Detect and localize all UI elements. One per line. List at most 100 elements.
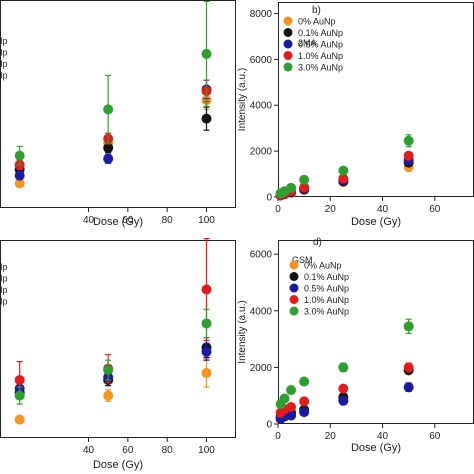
data-point xyxy=(286,385,297,396)
x-tick-label: 60 xyxy=(429,431,441,442)
x-axis-label: Dose (Gy) xyxy=(93,216,143,228)
data-point xyxy=(299,407,310,418)
legend-label: Np xyxy=(0,297,8,307)
data-point xyxy=(403,362,414,373)
data-point xyxy=(299,396,310,407)
data-point xyxy=(201,318,212,329)
data-point xyxy=(201,48,212,59)
x-tick-label: 0 xyxy=(275,431,281,442)
legend-label: Np xyxy=(0,59,8,69)
x-axis-label: Dose (Gy) xyxy=(351,442,401,454)
data-point xyxy=(103,142,114,153)
legend-label: o xyxy=(0,25,1,35)
x-axis-label: Dose (Gy) xyxy=(93,459,143,471)
data-point xyxy=(14,390,25,401)
data-point xyxy=(14,414,25,425)
legend-marker xyxy=(283,39,293,49)
data-point xyxy=(338,173,349,184)
data-point xyxy=(286,182,297,193)
legend-label: 3.0% AuNp xyxy=(304,307,349,317)
group-label: GSM xyxy=(292,255,313,265)
x-tick-label: 60 xyxy=(122,445,134,456)
panel-label: d) xyxy=(313,237,322,248)
y-tick-label: 8000 xyxy=(250,9,273,20)
x-tick-label: 40 xyxy=(377,204,389,215)
y-axis-label: Intensity (a.u.) xyxy=(237,300,248,363)
data-point xyxy=(103,365,114,376)
y-tick-label: 6000 xyxy=(250,250,273,261)
legend-label: Np xyxy=(0,262,8,272)
legend-marker xyxy=(289,306,299,316)
legend-label: Np xyxy=(0,36,8,46)
x-tick-label: 60 xyxy=(429,204,441,215)
legend-marker xyxy=(283,16,293,26)
y-tick-label: 4000 xyxy=(250,306,273,317)
data-point xyxy=(103,104,114,115)
data-point xyxy=(299,182,310,193)
plot-frame xyxy=(0,0,236,208)
x-tick-label: 80 xyxy=(162,445,174,456)
data-point xyxy=(338,362,349,373)
plot-frame xyxy=(0,240,236,438)
data-point xyxy=(403,321,414,332)
data-point xyxy=(103,390,114,401)
data-point xyxy=(403,135,414,146)
y-axis-label: Intensity (a.u.) xyxy=(237,68,248,131)
legend-label: Np xyxy=(0,71,8,81)
x-tick-label: 20 xyxy=(325,204,337,215)
y-tick-label: 2000 xyxy=(250,147,273,158)
data-point xyxy=(201,284,212,295)
data-point xyxy=(14,375,25,386)
group-label: 2MA xyxy=(298,38,317,48)
legend-label: o xyxy=(0,251,1,261)
legend-marker xyxy=(283,62,293,72)
legend-label: 0.1% AuNp xyxy=(304,272,349,282)
y-tick-label: 0 xyxy=(266,420,272,431)
data-point xyxy=(201,346,212,357)
data-point xyxy=(14,178,25,189)
legend-label: 0.5% AuNp xyxy=(298,40,343,50)
x-axis-label: Dose (Gy) xyxy=(351,216,401,228)
legend-label: 0% AuNp xyxy=(298,17,336,27)
legend-label: Np xyxy=(0,285,8,295)
panel-label: b) xyxy=(312,5,321,16)
legend-label: Np xyxy=(0,48,8,58)
legend-label: 0.1% AuNp xyxy=(298,28,343,38)
legend-label: 1.0% AuNp xyxy=(304,295,349,305)
panel-d: 0 20 40 60 Dose (Gy) 0 2000 4000 6000 Intensity (… xyxy=(237,237,474,454)
x-tick-label: 80 xyxy=(162,215,174,226)
data-point xyxy=(286,402,297,413)
x-tick-label: 0 xyxy=(275,204,281,215)
data-point xyxy=(201,113,212,124)
x-tick-label: 40 xyxy=(377,431,389,442)
data-point xyxy=(286,410,297,421)
data-point xyxy=(403,150,414,161)
data-point xyxy=(201,367,212,378)
x-tick-label: 40 xyxy=(83,215,95,226)
data-point xyxy=(14,150,25,161)
x-tick-label: 40 xyxy=(83,445,95,456)
legend-label: 0% AuNp xyxy=(304,261,342,271)
data-point xyxy=(338,383,349,394)
data-point xyxy=(338,165,349,176)
y-tick-label: 4000 xyxy=(250,101,273,112)
data-point xyxy=(338,395,349,406)
y-tick-label: 2000 xyxy=(250,363,273,374)
legend-label: 1.0% AuNp xyxy=(298,51,343,61)
data-point xyxy=(299,376,310,387)
legend-marker xyxy=(289,295,299,304)
data-point xyxy=(279,393,290,404)
panel-b: 0 20 40 60 Dose (Gy) 0 2000 4000 6000 8000 Intensi… xyxy=(237,2,474,228)
legend-label: 3.0% AuNp xyxy=(298,63,343,73)
legend-label: Np xyxy=(0,274,8,284)
x-tick-label: 60 xyxy=(122,215,134,226)
data-point xyxy=(299,174,310,185)
y-tick-label: 6000 xyxy=(250,55,273,66)
legend-label: 0.5% AuNp xyxy=(304,284,349,294)
legend-marker xyxy=(289,272,299,281)
legend-marker xyxy=(283,51,293,60)
x-tick-label: 20 xyxy=(325,431,337,442)
